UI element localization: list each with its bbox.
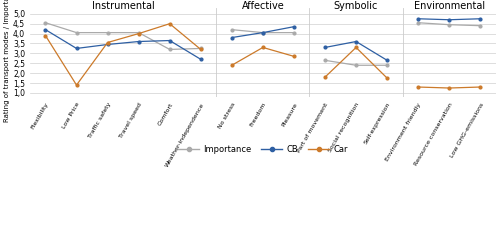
Text: Affective: Affective: [242, 1, 284, 11]
Text: Environmental: Environmental: [414, 1, 485, 11]
Y-axis label: Rating of transport modes / Importance: Rating of transport modes / Importance: [4, 0, 10, 122]
Legend: Importance, CB, Car: Importance, CB, Car: [175, 141, 351, 157]
Text: Instrumental: Instrumental: [92, 1, 154, 11]
Text: Symbolic: Symbolic: [334, 1, 378, 11]
